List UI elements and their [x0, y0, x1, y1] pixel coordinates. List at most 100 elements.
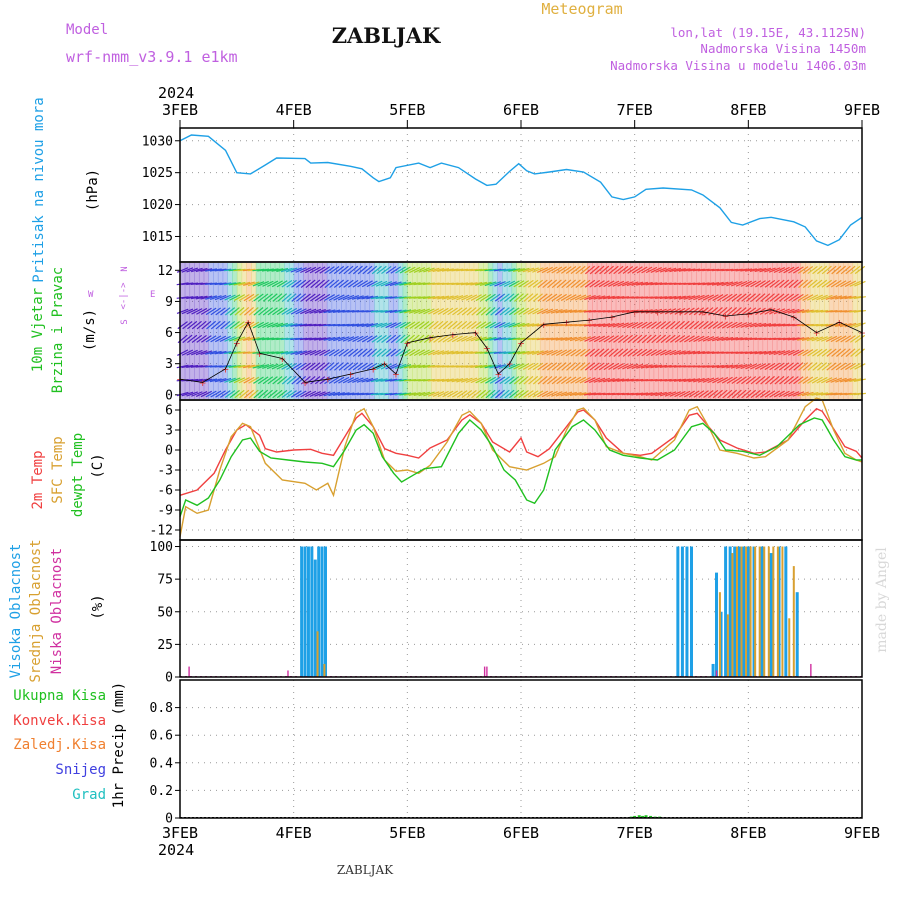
wind-arrow: [641, 321, 653, 329]
wind-arrow: [589, 265, 600, 275]
wind-arrow: [310, 293, 321, 302]
cloud-bar: [680, 546, 684, 677]
wind-arrow: [299, 323, 312, 327]
wind-arrow: [645, 266, 658, 274]
wind-arrow: [546, 362, 558, 371]
top-date-axis: 3FEB 4FEB 5FEB 6FEB 7FEB 8FEB 9FEB: [162, 101, 880, 128]
wind-arrow: [527, 350, 540, 355]
wind-arrow: [811, 309, 824, 313]
wind-arrow: [418, 267, 431, 273]
wind-band: [776, 263, 783, 399]
wind-arrow: [527, 362, 539, 371]
wind-band: [696, 263, 702, 399]
cloud-bar: [483, 666, 486, 677]
wind-arrow: [262, 293, 273, 302]
wind-band: [781, 263, 787, 399]
wind-arrow: [343, 279, 354, 288]
wind-arrow: [854, 363, 866, 370]
wind-arrow: [318, 337, 331, 341]
wind-arrow: [740, 280, 752, 287]
wind-arrow: [801, 336, 814, 342]
wind-band: [180, 263, 186, 399]
wind-speed-point: +: [813, 327, 820, 340]
wind-arrow: [390, 266, 402, 274]
wind-arrow: [811, 336, 824, 342]
wind-band: [298, 263, 304, 399]
wind-band: [440, 263, 446, 399]
wind-band: [700, 263, 707, 399]
wind-arrow: [839, 377, 852, 383]
wind-arrow: [238, 377, 250, 384]
wind-band: [506, 263, 513, 399]
wind-arrow: [537, 279, 548, 288]
top-date-label: 5FEB: [389, 101, 425, 119]
wind-speed-point: +: [370, 363, 377, 376]
wind-arrow: [835, 295, 847, 300]
wind-arrow: [248, 389, 259, 399]
wind-arrow: [798, 362, 809, 371]
wind-arrow: [466, 389, 477, 399]
wind-arrow: [574, 376, 587, 384]
wind-arrow: [603, 362, 615, 371]
cloud-bar: [781, 546, 784, 677]
wind-band: [393, 263, 399, 399]
wind-arrow: [561, 279, 572, 289]
wind-arrow: [442, 307, 454, 316]
wind-arrow: [570, 376, 582, 384]
wind-arrow: [617, 309, 630, 313]
wind-band: [705, 263, 712, 399]
wind-arrow: [347, 377, 359, 384]
wind-arrow: [570, 294, 582, 301]
wind-arrow: [821, 362, 832, 371]
wind-arrow: [603, 348, 614, 357]
wind-arrow: [745, 363, 757, 370]
wind-band: [573, 263, 579, 399]
wind-arrow: [333, 294, 345, 301]
wind-arrow: [688, 294, 701, 301]
wind-arrow: [702, 365, 715, 368]
wind-arrow: [437, 268, 450, 272]
wind-band: [587, 263, 593, 399]
wind-arrow: [490, 293, 501, 302]
wind-arrow: [741, 307, 752, 316]
wind-arrow: [465, 294, 478, 301]
wind-arrow: [309, 266, 321, 274]
series-line-sfc-temp: [179, 397, 863, 537]
wind-band: [724, 263, 730, 399]
wind-arrow: [371, 348, 382, 357]
cloud-bar: [740, 546, 743, 677]
wind-arrow: [774, 362, 785, 371]
wind-arrow: [304, 308, 317, 315]
wind-arrow: [503, 351, 516, 355]
wind-arrow: [769, 362, 781, 371]
wind-arrow: [176, 308, 189, 314]
wind-arrow: [504, 376, 515, 385]
wind-arrow: [541, 266, 553, 274]
wind-arrow: [291, 293, 302, 302]
ytick-label: 25: [157, 638, 173, 653]
wind-arrow: [768, 323, 781, 327]
wind-arrow: [176, 391, 189, 397]
wind-arrow: [427, 391, 440, 397]
wind-arrow: [262, 376, 274, 385]
wind-arrow: [498, 337, 511, 341]
wind-arrow: [763, 323, 776, 327]
wind-arrow: [475, 389, 487, 399]
wind-arrow: [717, 307, 728, 316]
wind-arrow: [195, 390, 208, 398]
wind-arrow: [636, 392, 649, 396]
wind-arrow: [370, 322, 383, 328]
wind-arrow: [272, 307, 283, 316]
wind-arrow: [324, 279, 335, 289]
top-date-label: 6FEB: [503, 101, 539, 119]
wind-arrow: [698, 390, 709, 398]
wind-arrow: [750, 389, 761, 399]
wind-arrow: [276, 363, 288, 370]
wind-band: [857, 263, 863, 399]
wind-arrow: [802, 376, 814, 385]
wind-arrow: [546, 293, 558, 302]
wind-arrow: [774, 375, 785, 385]
wind-arrow: [712, 321, 724, 329]
wind-arrow: [731, 293, 742, 302]
